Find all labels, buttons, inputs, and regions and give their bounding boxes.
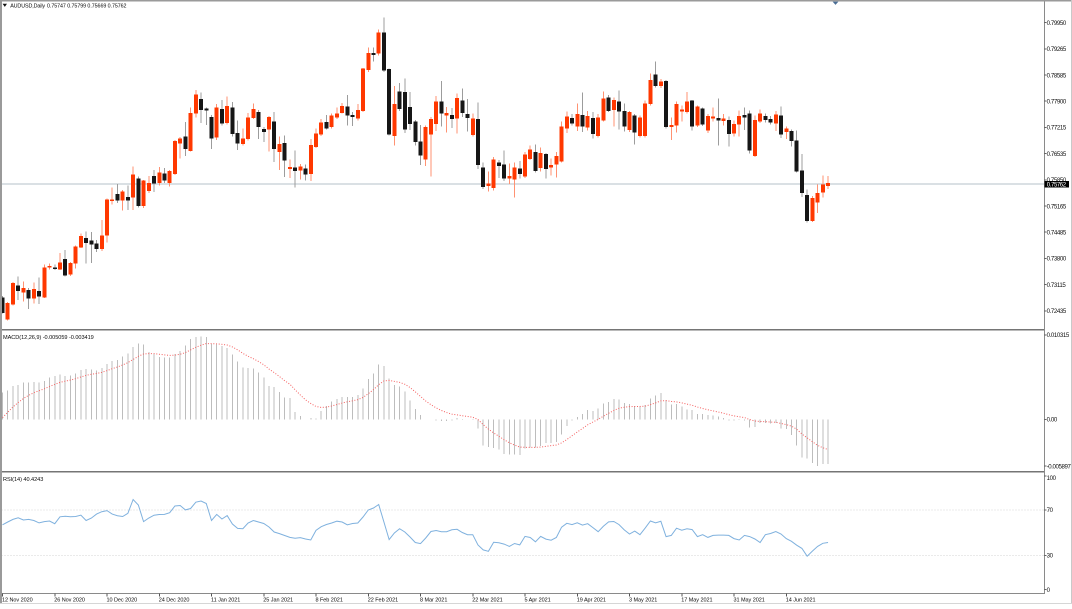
svg-text:11 Jan 2021: 11 Jan 2021 [211,597,240,603]
svg-text:22 Mar 2021: 22 Mar 2021 [472,597,502,603]
svg-text:22 Feb 2021: 22 Feb 2021 [368,597,398,603]
svg-text:0.72435: 0.72435 [1047,308,1067,315]
svg-text:19 Apr 2021: 19 Apr 2021 [577,597,606,603]
svg-text:3 May 2021: 3 May 2021 [629,597,657,603]
svg-text:0.73115: 0.73115 [1047,282,1067,289]
svg-text:24 Dec 2020: 24 Dec 2020 [159,597,190,603]
svg-text:0.77900: 0.77900 [1047,99,1067,106]
svg-text:8 Mar 2021: 8 Mar 2021 [420,597,447,603]
svg-text:0.75165: 0.75165 [1047,203,1067,210]
svg-text:0.73800: 0.73800 [1047,256,1067,263]
svg-text:12 Nov 2020: 12 Nov 2020 [2,597,33,603]
svg-text:0.76535: 0.76535 [1047,151,1067,158]
svg-text:MACD(12,26,9) -0.005059 -0.003: MACD(12,26,9) -0.005059 -0.003419 [3,335,94,341]
svg-text:10 Dec 2020: 10 Dec 2020 [107,597,138,603]
svg-text:0.77215: 0.77215 [1047,125,1067,132]
svg-text:0.75762: 0.75762 [1047,183,1067,189]
svg-text:8 Feb 2021: 8 Feb 2021 [316,597,343,603]
svg-text:17 May 2021: 17 May 2021 [681,597,712,603]
svg-text:0.010315: 0.010315 [1047,332,1070,339]
svg-text:70: 70 [1047,507,1054,514]
svg-text:31 May 2021: 31 May 2021 [734,597,765,603]
svg-text:30: 30 [1047,553,1054,560]
svg-text:0.00: 0.00 [1047,417,1058,424]
svg-text:5 Apr 2021: 5 Apr 2021 [525,597,551,603]
svg-text:0.75850: 0.75850 [1047,177,1067,184]
svg-text:0.74485: 0.74485 [1047,230,1067,237]
svg-text:-0.005897: -0.005897 [1047,463,1072,470]
svg-text:AUDUSD,Daily: AUDUSD,Daily [10,4,45,10]
svg-text:0.78585: 0.78585 [1047,72,1067,79]
svg-text:26 Nov 2020: 26 Nov 2020 [54,597,85,603]
svg-text:0: 0 [1047,587,1051,594]
svg-text:0.75747 0.75799 0.75669 0.7576: 0.75747 0.75799 0.75669 0.75762 [47,4,127,10]
svg-text:25 Jan 2021: 25 Jan 2021 [263,597,293,603]
svg-text:14 Jun 2021: 14 Jun 2021 [786,597,816,603]
svg-text:0.79265: 0.79265 [1047,46,1067,53]
svg-text:100: 100 [1047,475,1057,482]
svg-text:RSI(14) 40.4243: RSI(14) 40.4243 [3,477,43,483]
svg-text:0.79950: 0.79950 [1047,20,1067,27]
